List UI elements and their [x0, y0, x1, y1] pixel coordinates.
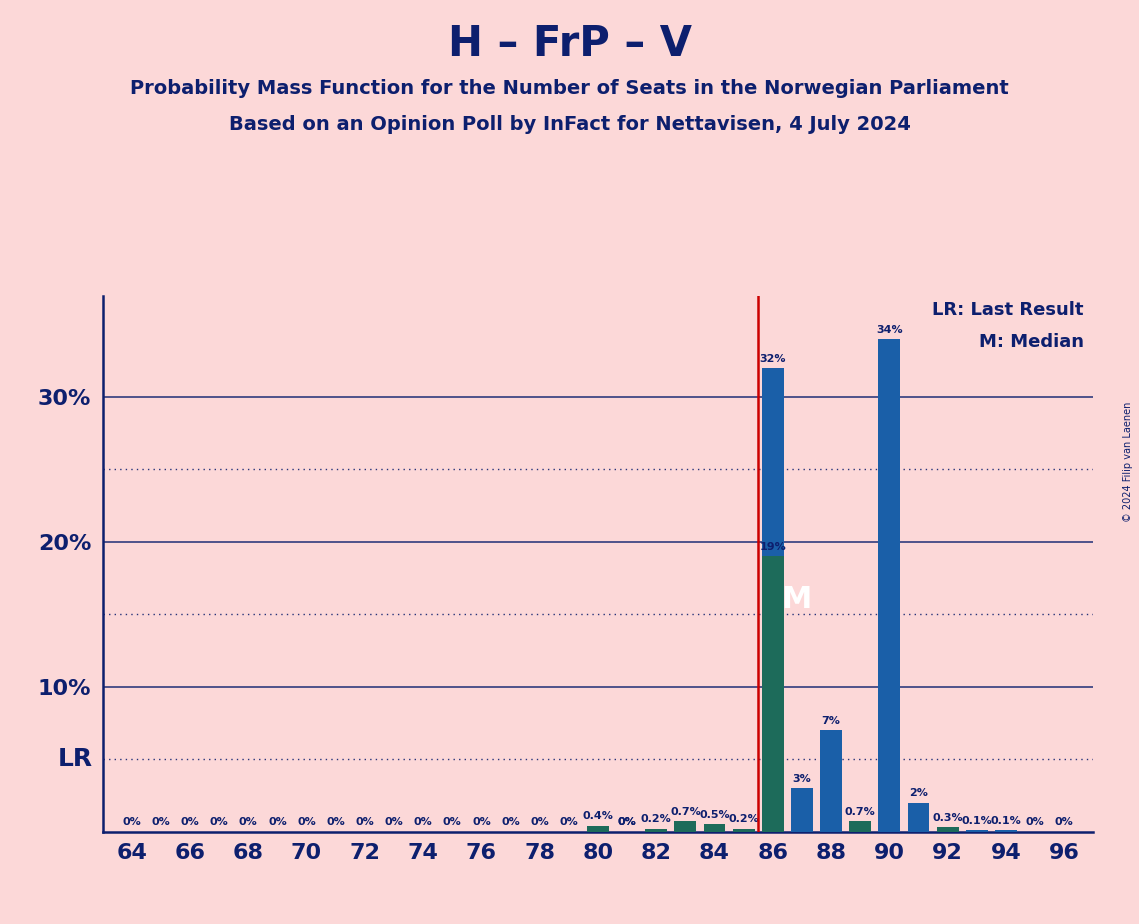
Text: 7%: 7%	[821, 716, 841, 726]
Text: 0%: 0%	[122, 817, 141, 827]
Text: 34%: 34%	[876, 325, 903, 334]
Text: LR: LR	[57, 748, 92, 772]
Text: 2%: 2%	[909, 788, 928, 798]
Text: 0.2%: 0.2%	[728, 814, 759, 824]
Bar	[936, 827, 959, 832]
Text: 0%: 0%	[210, 817, 229, 827]
Text: 0.7%: 0.7%	[670, 808, 700, 817]
Bar	[995, 830, 1017, 832]
Text: 0%: 0%	[413, 817, 433, 827]
Text: M: M	[781, 585, 812, 614]
Text: 0.5%: 0.5%	[699, 810, 730, 820]
Bar	[762, 556, 784, 832]
Text: © 2024 Filip van Laenen: © 2024 Filip van Laenen	[1123, 402, 1133, 522]
Text: 0.2%: 0.2%	[641, 814, 672, 824]
Text: 0%: 0%	[151, 817, 170, 827]
Text: 0%: 0%	[617, 817, 637, 827]
Text: 0.1%: 0.1%	[991, 816, 1022, 826]
Bar	[732, 829, 755, 832]
Bar	[704, 824, 726, 832]
Text: LR: Last Result: LR: Last Result	[932, 301, 1083, 319]
Text: 32%: 32%	[760, 354, 786, 364]
Bar	[966, 830, 988, 832]
Text: 0%: 0%	[297, 817, 316, 827]
Text: M: Median: M: Median	[978, 334, 1083, 351]
Bar	[878, 339, 900, 832]
Text: H – FrP – V: H – FrP – V	[448, 23, 691, 65]
Bar	[674, 821, 696, 832]
Bar	[936, 827, 959, 832]
Bar	[674, 821, 696, 832]
Text: 0%: 0%	[472, 817, 491, 827]
Text: 19%: 19%	[760, 542, 786, 552]
Text: 0%: 0%	[531, 817, 549, 827]
Text: 0.3%: 0.3%	[933, 813, 964, 823]
Bar	[704, 824, 726, 832]
Bar	[587, 826, 609, 832]
Text: 0.4%: 0.4%	[582, 811, 614, 821]
Text: 0.1%: 0.1%	[961, 816, 992, 826]
Text: 0%: 0%	[1055, 817, 1074, 827]
Text: 0%: 0%	[326, 817, 345, 827]
Bar	[908, 803, 929, 832]
Text: 3%: 3%	[793, 773, 811, 784]
Text: 0%: 0%	[501, 817, 519, 827]
Text: Probability Mass Function for the Number of Seats in the Norwegian Parliament: Probability Mass Function for the Number…	[130, 79, 1009, 98]
Bar	[850, 821, 871, 832]
Bar	[646, 829, 667, 832]
Text: 0%: 0%	[559, 817, 579, 827]
Text: 0.7%: 0.7%	[845, 808, 876, 817]
Bar	[850, 821, 871, 832]
Bar	[792, 788, 813, 832]
Text: 0%: 0%	[181, 817, 199, 827]
Text: 0%: 0%	[617, 817, 637, 827]
Text: Based on an Opinion Poll by InFact for Nettavisen, 4 July 2024: Based on an Opinion Poll by InFact for N…	[229, 116, 910, 135]
Text: 0%: 0%	[355, 817, 375, 827]
Bar	[646, 829, 667, 832]
Bar	[587, 826, 609, 832]
Text: 0%: 0%	[268, 817, 287, 827]
Bar	[762, 368, 784, 832]
Bar	[820, 730, 842, 832]
Text: 0%: 0%	[239, 817, 257, 827]
Bar	[732, 829, 755, 832]
Text: 0%: 0%	[443, 817, 461, 827]
Text: 0%: 0%	[1026, 817, 1044, 827]
Text: 0%: 0%	[385, 817, 403, 827]
